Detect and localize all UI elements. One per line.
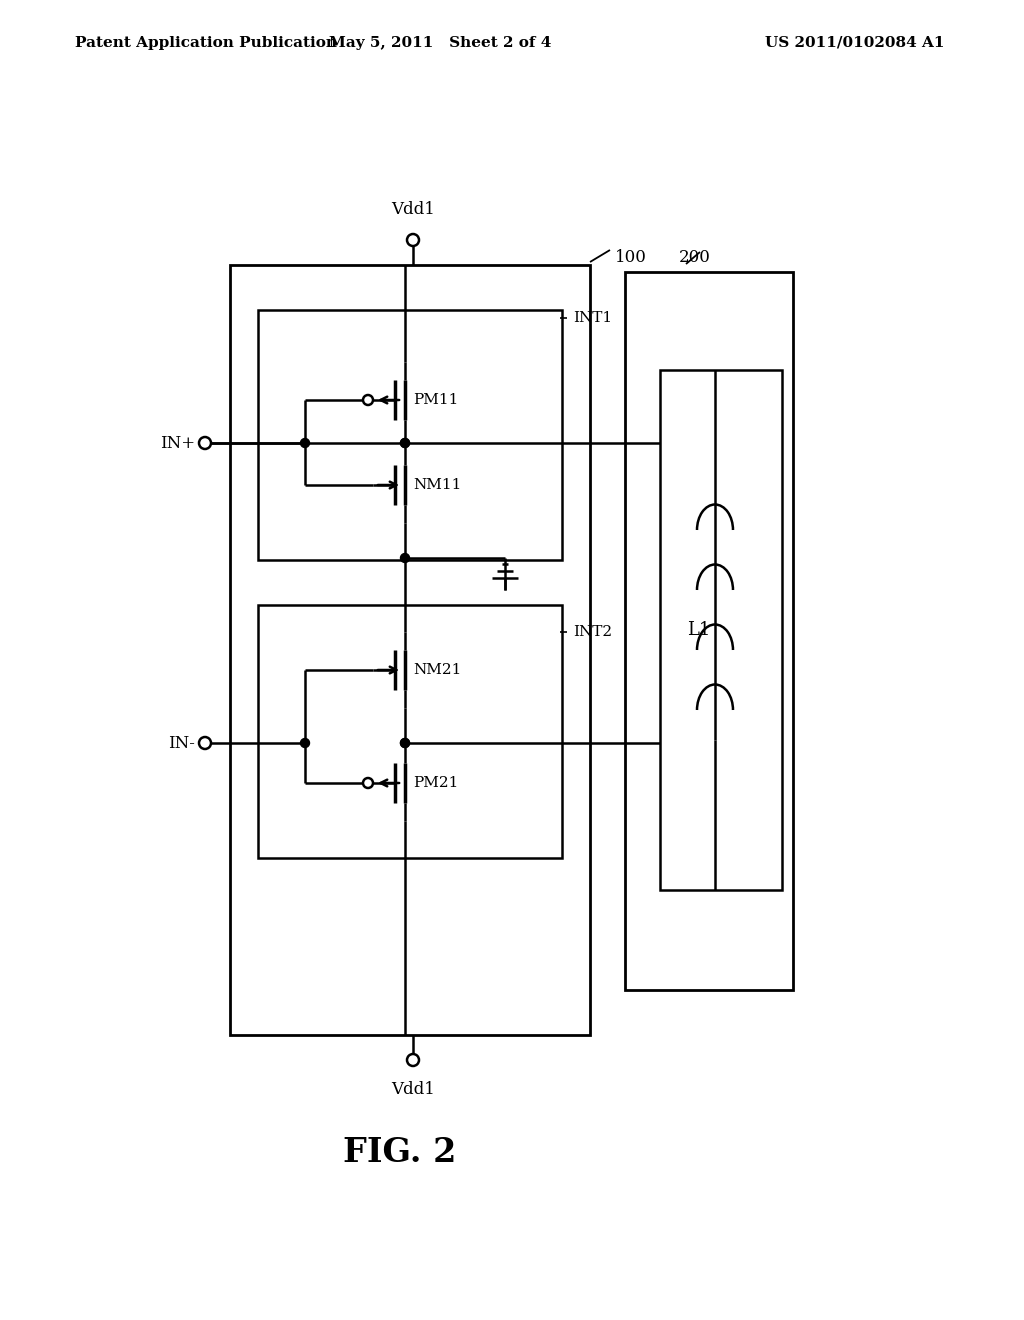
Circle shape (400, 438, 410, 447)
Text: INT1: INT1 (573, 312, 612, 325)
Circle shape (400, 553, 410, 562)
Text: 200: 200 (679, 249, 711, 267)
Circle shape (300, 738, 309, 747)
Circle shape (300, 438, 309, 447)
Text: NM11: NM11 (413, 478, 462, 492)
Bar (258, 310, 562, 560)
Text: Vdd1: Vdd1 (391, 1081, 435, 1098)
Circle shape (400, 738, 410, 747)
Bar (660, 370, 782, 890)
Text: 100: 100 (615, 249, 647, 267)
Text: FIG. 2: FIG. 2 (343, 1135, 457, 1168)
Text: IN+: IN+ (160, 434, 195, 451)
Circle shape (400, 438, 410, 447)
Bar (625, 272, 793, 990)
Text: NM21: NM21 (413, 663, 462, 677)
Bar (258, 605, 562, 858)
Bar (230, 265, 590, 1035)
Text: L1: L1 (687, 620, 711, 639)
Text: Vdd1: Vdd1 (391, 202, 435, 219)
Text: May 5, 2011   Sheet 2 of 4: May 5, 2011 Sheet 2 of 4 (329, 36, 551, 50)
Text: IN-: IN- (168, 734, 195, 751)
Text: PM21: PM21 (413, 776, 459, 789)
Text: Patent Application Publication: Patent Application Publication (75, 36, 337, 50)
Text: US 2011/0102084 A1: US 2011/0102084 A1 (765, 36, 945, 50)
Text: PM11: PM11 (413, 393, 459, 407)
Text: INT2: INT2 (573, 624, 612, 639)
Circle shape (400, 738, 410, 747)
